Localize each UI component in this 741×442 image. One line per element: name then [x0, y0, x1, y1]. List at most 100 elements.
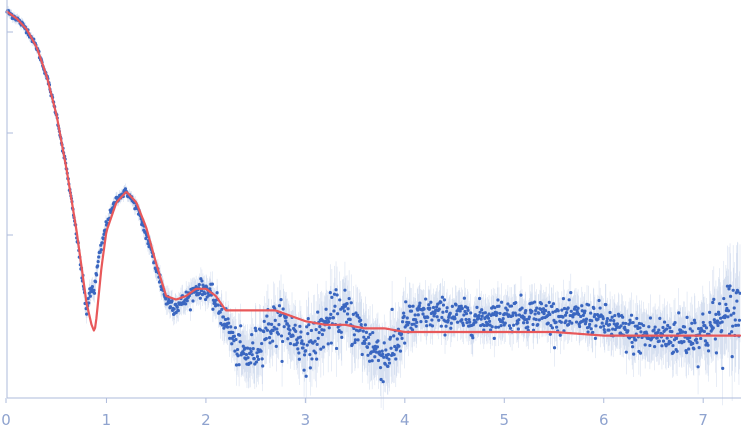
data-point	[315, 357, 319, 361]
x-tick-label: 5	[500, 411, 510, 429]
data-point	[731, 324, 735, 328]
data-point	[477, 313, 481, 318]
data-point	[123, 187, 128, 191]
data-point	[244, 352, 249, 357]
data-point	[701, 320, 705, 325]
data-point	[223, 317, 228, 322]
data-point	[492, 336, 496, 340]
data-point	[691, 341, 695, 346]
data-point	[647, 325, 651, 329]
data-point	[648, 316, 653, 320]
data-point	[687, 347, 691, 351]
data-point	[489, 328, 493, 332]
data-point	[265, 328, 269, 332]
data-point	[671, 343, 675, 348]
data-point	[580, 309, 584, 313]
data-point	[409, 309, 414, 313]
data-point	[332, 309, 336, 313]
data-point	[599, 325, 603, 329]
x-tick-label: 0	[1, 411, 11, 429]
data-point	[327, 326, 331, 330]
data-point	[90, 285, 94, 289]
data-point	[594, 324, 598, 328]
data-point	[388, 335, 393, 339]
data-point	[361, 329, 365, 333]
data-point	[468, 320, 472, 324]
data-point	[494, 313, 498, 317]
data-point	[441, 310, 445, 314]
data-point	[431, 305, 436, 310]
data-point	[702, 329, 706, 334]
data-point	[398, 349, 403, 353]
data-point	[334, 288, 338, 292]
data-point	[269, 322, 274, 327]
data-point	[454, 312, 459, 317]
data-point	[271, 328, 275, 333]
data-point	[476, 316, 481, 320]
data-point	[329, 341, 333, 345]
data-point	[288, 341, 293, 346]
data-point	[184, 290, 188, 294]
data-point	[383, 362, 387, 366]
data-point	[549, 323, 553, 328]
data-point	[501, 317, 505, 321]
data-point	[492, 313, 496, 317]
data-point	[384, 348, 388, 352]
data-point	[351, 312, 355, 316]
data-point	[696, 365, 700, 369]
data-point	[353, 340, 357, 345]
data-point	[561, 315, 565, 319]
data-point	[245, 346, 250, 350]
data-point	[404, 300, 408, 304]
data-point	[653, 325, 657, 329]
data-point	[411, 304, 415, 308]
data-point	[464, 317, 468, 322]
data-point	[279, 298, 283, 302]
data-point	[561, 297, 566, 301]
data-point	[374, 350, 378, 354]
data-point	[378, 366, 383, 370]
data-point	[694, 337, 699, 341]
data-point	[360, 352, 364, 357]
data-point	[699, 336, 703, 341]
data-point	[568, 319, 572, 323]
data-point	[251, 341, 255, 345]
data-point	[260, 341, 264, 346]
data-point	[508, 326, 513, 330]
data-point	[726, 309, 731, 313]
data-point	[516, 327, 520, 331]
data-point	[238, 340, 242, 344]
data-point	[228, 336, 232, 340]
data-point	[712, 297, 716, 301]
data-point	[586, 303, 591, 307]
data-point	[265, 314, 269, 318]
data-point	[735, 299, 739, 303]
data-point	[701, 312, 705, 316]
data-point	[364, 337, 368, 342]
data-point	[524, 309, 528, 313]
data-point	[100, 241, 104, 245]
data-point	[279, 334, 284, 338]
data-point	[329, 312, 333, 316]
data-point	[471, 336, 475, 340]
data-point	[405, 316, 409, 320]
data-point	[298, 335, 303, 339]
data-point	[458, 309, 462, 313]
data-point	[723, 314, 727, 318]
data-point	[233, 326, 238, 330]
data-point	[424, 297, 428, 301]
data-point	[353, 338, 358, 342]
data-point	[363, 323, 367, 327]
data-point	[293, 323, 297, 327]
data-point	[482, 323, 486, 328]
x-tick-label: 7	[698, 411, 708, 429]
data-point	[692, 347, 696, 351]
data-point	[321, 345, 326, 349]
data-point	[450, 304, 454, 308]
data-point	[638, 326, 642, 330]
data-point	[310, 357, 314, 361]
data-point	[467, 317, 471, 322]
data-point	[593, 312, 597, 317]
data-point	[418, 301, 422, 305]
data-point	[440, 295, 444, 299]
